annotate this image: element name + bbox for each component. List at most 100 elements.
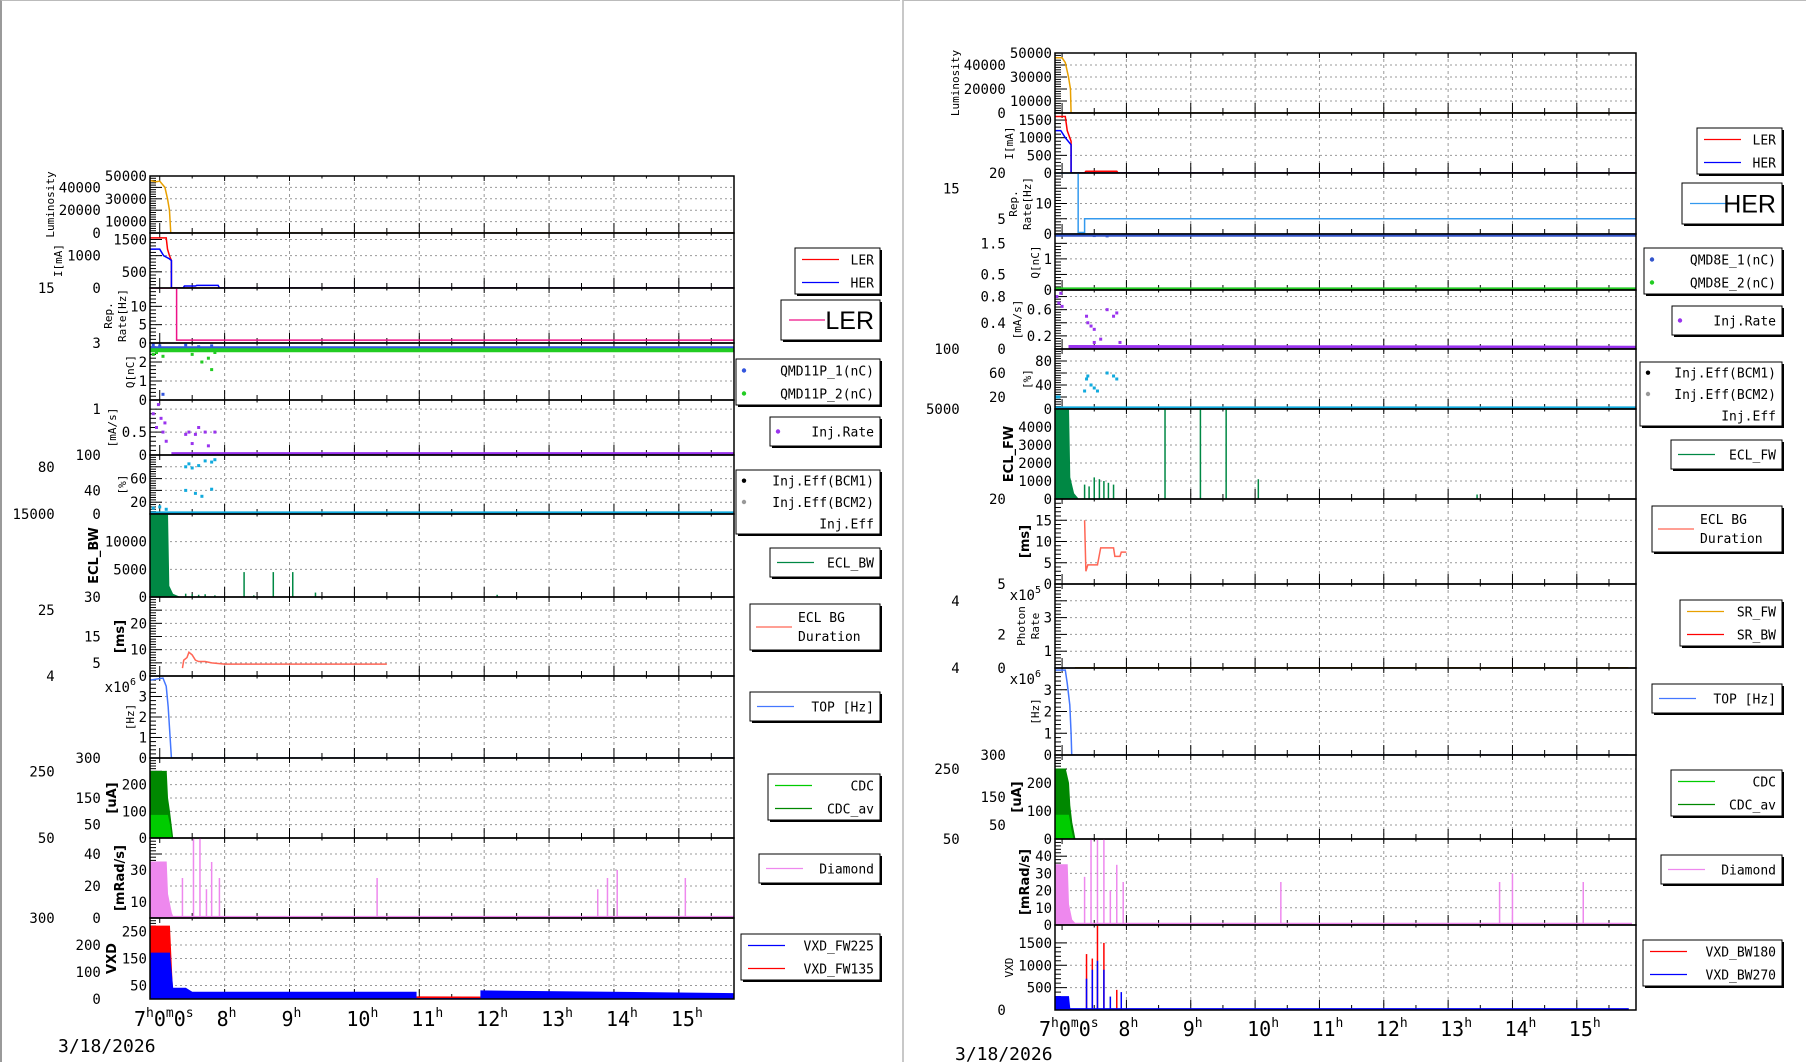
y-tick-label: 0	[1044, 492, 1052, 508]
legend: VXD_FW225 VXD_FW135	[740, 933, 882, 982]
time-value: 9	[1183, 1017, 1195, 1041]
series-qmd11p-2-nc--point	[210, 368, 214, 372]
time-axis-label: 15h	[671, 1006, 703, 1031]
series-group	[1055, 115, 1636, 173]
y-axis-label: [uA]	[1010, 781, 1025, 812]
time-value: 13	[1440, 1017, 1464, 1041]
y-tick-label: 40	[84, 483, 101, 499]
y-tick-label: 20	[1035, 884, 1052, 900]
series-vxd-bw270	[1055, 996, 1629, 1010]
y-axis-label: Rep.	[1007, 190, 1020, 217]
y-axis-label: Rate	[1029, 613, 1042, 640]
time-unit: h	[435, 1006, 443, 1021]
series-inj-rate-point	[1092, 340, 1096, 344]
legend-label: CDC_av	[1729, 799, 1776, 814]
y-tick-label: 60	[130, 472, 147, 488]
y-axis-label: VXD	[105, 943, 120, 974]
y-tick-label: 0	[92, 911, 100, 927]
subplot-frame	[1054, 924, 1637, 1011]
legend-label: CDC	[1753, 776, 1776, 791]
time-value: 11	[411, 1007, 435, 1031]
series-inj-rate-point	[1115, 311, 1119, 315]
subplot-frame	[149, 399, 735, 456]
y-tick-label: 10	[130, 895, 147, 911]
series-qmd8e-1-nc--point	[1092, 234, 1096, 238]
legend-label: TOP [Hz]	[1713, 693, 1776, 708]
series-inj-rate-point	[184, 432, 188, 436]
series-inj-rate-point	[163, 421, 167, 425]
subplot-frame	[1054, 233, 1637, 291]
legend-label: Inj.Eff(BCM1)	[772, 475, 874, 490]
y-tick-label: 20	[989, 492, 1006, 508]
y-axis-label: Rate[Hz]	[1021, 177, 1034, 230]
y-tick-label: 20	[989, 390, 1006, 406]
y-axis-label: [uA]	[105, 782, 120, 813]
subplot-vxd: 0 500 1000 1500 VXD_BW180 VXD_BW270 VXD	[997, 924, 1784, 1019]
y-tick-label: 0	[997, 661, 1005, 677]
legend: SR_FW SR_BW	[1679, 599, 1784, 648]
y-axis-multiplier: x105	[1010, 585, 1041, 604]
time-axis-label: 7h0m0s	[1039, 1016, 1099, 1041]
series-inj-eff-point	[1055, 395, 1059, 399]
series-group	[1083, 520, 1127, 572]
legend-label: LER	[1753, 134, 1777, 149]
series-diamond	[150, 861, 734, 918]
series-inj-rate-point	[1105, 308, 1109, 312]
y-tick-label: 15	[943, 181, 960, 197]
legend-dot	[741, 368, 747, 373]
legend-box	[1639, 361, 1783, 427]
y-tick-label: 0	[139, 590, 147, 606]
series-inj-rate-point	[190, 442, 194, 446]
series-inj-rate-point	[161, 430, 165, 434]
y-tick-label: 80	[38, 460, 55, 476]
legend: ECL_FW	[1670, 439, 1784, 471]
subplot-frame	[149, 175, 735, 234]
y-tick-label: 1	[139, 374, 147, 390]
right-chart-panel	[902, 0, 1806, 1062]
y-tick-label: 0	[997, 106, 1005, 122]
y-tick-label: 5	[92, 656, 100, 672]
time-axis-label: 11h	[1311, 1016, 1343, 1041]
time-axis-label: 10h	[1247, 1016, 1279, 1041]
series-inj-eff-point	[213, 458, 217, 462]
y-tick-label: 150	[981, 790, 1006, 806]
y-tick-label: 150	[122, 952, 147, 968]
date-label: 3/18/2026	[955, 1044, 1053, 1062]
y-axis-label: ECL_BW	[87, 527, 102, 584]
y-tick-label: 15	[84, 630, 101, 646]
y-tick-label: 10000	[105, 215, 147, 231]
multiplier-exponent: 5	[1035, 585, 1041, 596]
y-tick-label: 5	[1044, 556, 1052, 572]
y-axis-label: [ms]	[1018, 525, 1033, 558]
subplot-frame	[149, 232, 735, 289]
y-tick-label: 30000	[1010, 70, 1052, 86]
multiplier-exponent: 6	[1035, 669, 1041, 680]
y-tick-label: 0	[1044, 918, 1052, 934]
legend: ECL BG Duration	[1651, 505, 1784, 554]
legend-box	[794, 247, 881, 295]
y-tick-label: 0	[139, 669, 147, 685]
legend-label: ECL BG	[798, 611, 845, 626]
legend-label: TOP [Hz]	[811, 701, 874, 716]
series-inj-rate	[1068, 345, 1636, 349]
series-group	[1055, 669, 1629, 755]
series-qmd11p-2-nc--point	[200, 360, 204, 364]
legend-dot	[1645, 391, 1651, 397]
subplot-ecl_fw: 0 1000 2000 3000 4000 5000 ECL_FW ECL_FW	[926, 402, 1784, 508]
time-value: 0	[154, 1007, 166, 1031]
legend-dot	[1677, 318, 1683, 323]
series-her	[1055, 129, 1636, 173]
legend: CDC CDC_av	[767, 773, 882, 822]
series-group	[1055, 291, 1636, 349]
legend-label: QMD11P_1(nC)	[780, 365, 874, 380]
y-tick-label: 20000	[964, 82, 1006, 98]
legend-label: Inj.Eff	[1721, 409, 1776, 424]
y-tick-label: 0.5	[981, 267, 1006, 283]
series-inj-rate-point	[1118, 340, 1122, 344]
series-top-hz-	[150, 677, 734, 758]
series-luminosity	[150, 179, 734, 233]
y-tick-label: 10	[1035, 197, 1052, 213]
subplot-frame	[149, 513, 735, 598]
series-inj-rate-point	[187, 430, 191, 434]
legend: Inj.Eff(BCM1) Inj.Eff(BCM2) Inj.Eff	[735, 469, 882, 536]
